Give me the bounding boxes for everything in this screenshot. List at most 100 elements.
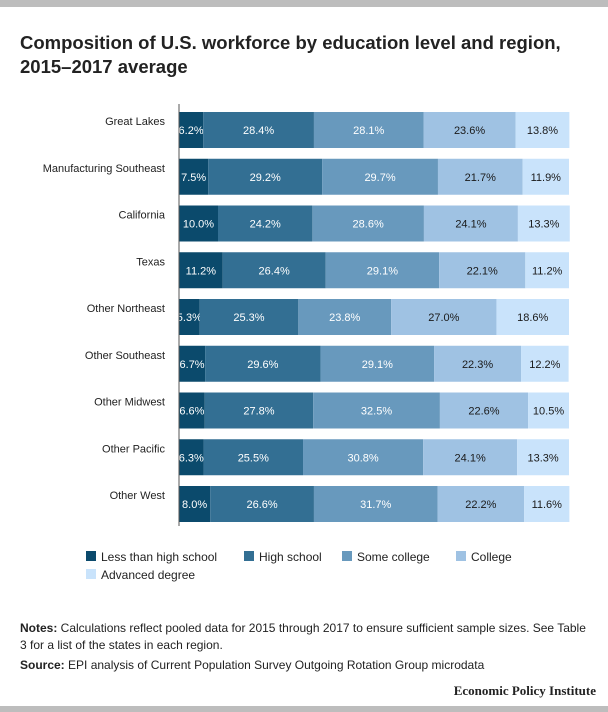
bar-segment: [298, 299, 392, 335]
bar-segment: [524, 486, 570, 522]
bar-segment: [205, 345, 321, 382]
bar-segment: [391, 299, 497, 335]
bar-segment: [203, 112, 314, 148]
bar-segment: [222, 252, 326, 289]
data-label: 22.2%: [465, 499, 496, 511]
bar-segment: [313, 392, 440, 429]
data-label: 25.3%: [233, 312, 264, 324]
data-label: 11.2%: [186, 265, 217, 277]
bar-segment: [179, 392, 205, 429]
data-label: 24.1%: [455, 452, 486, 464]
category-label: Other West: [110, 490, 165, 502]
data-label: 28.6%: [353, 219, 384, 231]
data-label: 27.8%: [243, 406, 274, 418]
category-label: Manufacturing Southeast: [43, 163, 165, 175]
bar-segment: [313, 112, 424, 148]
bar-segment: [528, 392, 569, 429]
category-label: Great Lakes: [105, 116, 165, 128]
data-label: 22.3%: [462, 359, 493, 371]
data-label: 29.2%: [250, 172, 281, 184]
data-label: 31.7%: [360, 499, 391, 511]
data-label: 24.1%: [455, 219, 486, 231]
data-label: 8.0%: [182, 499, 207, 511]
data-label: 23.8%: [329, 312, 360, 324]
data-label: 24.2%: [250, 219, 281, 231]
bar-segment: [423, 205, 518, 242]
legend-swatch: [86, 551, 96, 561]
bar-segment: [439, 252, 526, 289]
chart-source: Source: EPI analysis of Current Populati…: [20, 657, 595, 674]
source-text: EPI analysis of Current Population Surve…: [64, 658, 485, 672]
bar-segment: [439, 392, 529, 429]
bar-segment: [320, 345, 435, 382]
bar-segment: [210, 486, 314, 522]
data-label: 6.3%: [179, 452, 204, 464]
bar-segment: [521, 345, 569, 382]
data-label: 29.1%: [367, 265, 398, 277]
data-label: 11.2%: [532, 265, 563, 277]
top-rule: [0, 0, 608, 7]
bar-segment: [522, 158, 569, 195]
bar-segment: [208, 158, 323, 195]
bar-segment: [199, 299, 299, 335]
bar-segment: [179, 205, 218, 242]
data-label: 30.8%: [347, 452, 378, 464]
data-label: 12.2%: [529, 359, 560, 371]
data-label: 23.6%: [454, 125, 485, 137]
legend-label: Less than high school: [101, 550, 217, 564]
data-label: 11.9%: [531, 172, 562, 184]
data-label: 10.0%: [183, 219, 214, 231]
bar-segment: [179, 112, 204, 148]
legend-swatch: [456, 551, 466, 561]
bar-segment: [179, 158, 209, 195]
data-label: 5.3%: [177, 312, 202, 324]
category-label: Texas: [136, 256, 165, 268]
category-label: Other Midwest: [94, 397, 165, 409]
bar-segment: [517, 439, 569, 476]
category-label: California: [119, 210, 166, 222]
data-label: 28.4%: [243, 125, 274, 137]
bar-segment: [423, 439, 518, 476]
data-label: 29.1%: [362, 359, 393, 371]
bottom-rule: [0, 706, 608, 712]
bar-segment: [179, 486, 211, 522]
bar-segment: [204, 392, 314, 429]
data-label: 6.6%: [179, 406, 204, 418]
source-label: Source:: [20, 658, 65, 672]
data-label: 10.5%: [533, 406, 564, 418]
bar-segment: [179, 252, 223, 289]
category-label: Other Southeast: [85, 350, 165, 362]
data-label: 26.4%: [259, 265, 290, 277]
data-label: 22.6%: [468, 406, 499, 418]
bar-segment: [313, 486, 438, 522]
bar-segment: [517, 205, 570, 242]
bar-segment: [325, 252, 440, 289]
bar-segment: [179, 345, 206, 382]
notes-label: Notes:: [20, 621, 58, 635]
bar-segment: [423, 112, 516, 148]
bar-segment: [322, 158, 438, 195]
category-label: Other Pacific: [102, 443, 165, 455]
data-label: 13.3%: [527, 452, 558, 464]
bar-segment: [303, 439, 424, 476]
bar-segment: [496, 299, 569, 335]
stacked-bar-chart: Great Lakes 6.2% 28.4% 28.1% 23.6% 13.8% Manuf…: [43, 104, 570, 582]
data-label: 11.6%: [532, 499, 563, 511]
bar-segment: [437, 158, 523, 195]
data-label: 28.1%: [353, 125, 384, 137]
data-label: 29.7%: [364, 172, 395, 184]
bar-segment: [437, 486, 525, 522]
bar-segment: [515, 112, 570, 148]
data-label: 22.1%: [467, 265, 498, 277]
data-label: 13.8%: [527, 125, 558, 137]
bar-segment: [218, 205, 313, 242]
data-label: 6.2%: [179, 125, 204, 137]
notes-text: Calculations reflect pooled data for 201…: [20, 621, 586, 652]
brand-logo: Economic Policy Institute: [453, 683, 596, 698]
bar-segment: [203, 439, 304, 476]
bar-segment: [525, 252, 569, 289]
legend-label: College: [471, 550, 512, 564]
bar-segment: [434, 345, 522, 382]
chart-notes: Notes: Calculations reflect pooled data …: [20, 620, 595, 654]
data-label: 7.5%: [181, 172, 206, 184]
